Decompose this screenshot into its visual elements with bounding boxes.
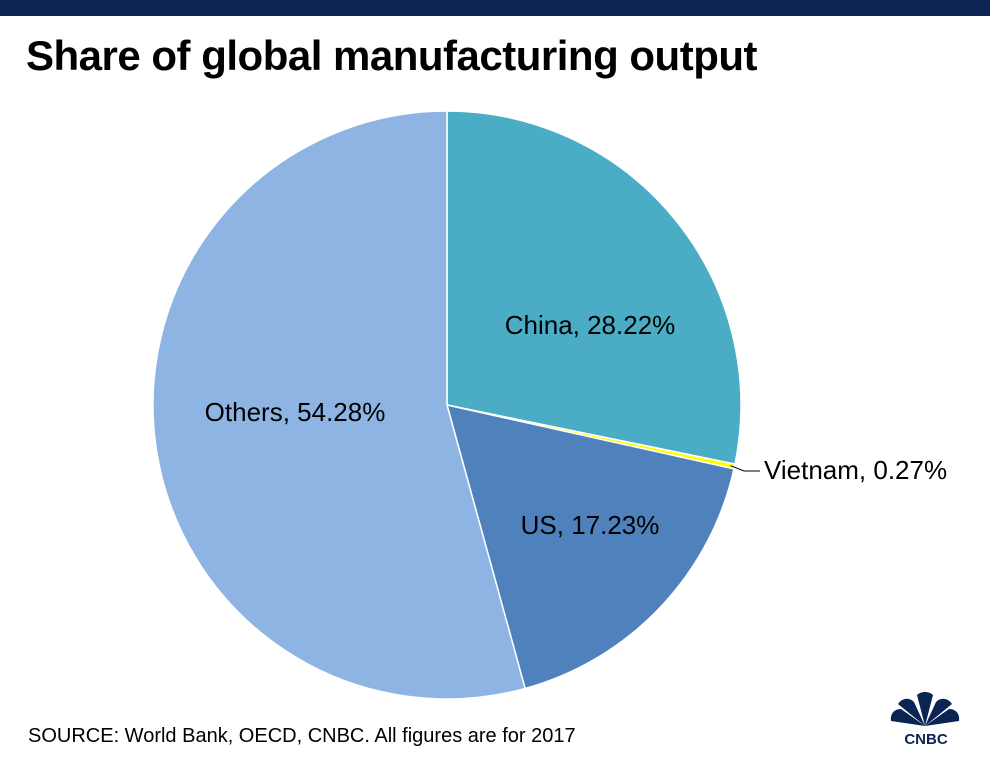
top-bar [0, 0, 990, 16]
pie-slice-us [446, 404, 735, 690]
pie-slice-others [152, 110, 526, 700]
source-note: SOURCE: World Bank, OECD, CNBC. All figu… [28, 725, 576, 747]
data-label-us: US, 17.23% [521, 510, 660, 540]
peacock-icon [890, 692, 960, 726]
data-label-vietnam: Vietnam, 0.27% [764, 455, 947, 485]
cnbc-logo: CNBC [890, 692, 960, 748]
data-label-china: China, 28.22% [505, 310, 676, 340]
logo-text: CNBC [904, 731, 947, 748]
chart-title: Share of global manufacturing output [26, 32, 758, 79]
pie-slice-china [446, 110, 742, 465]
leader-line-vietnam [730, 465, 760, 472]
data-label-others: Others, 54.28% [205, 397, 386, 427]
